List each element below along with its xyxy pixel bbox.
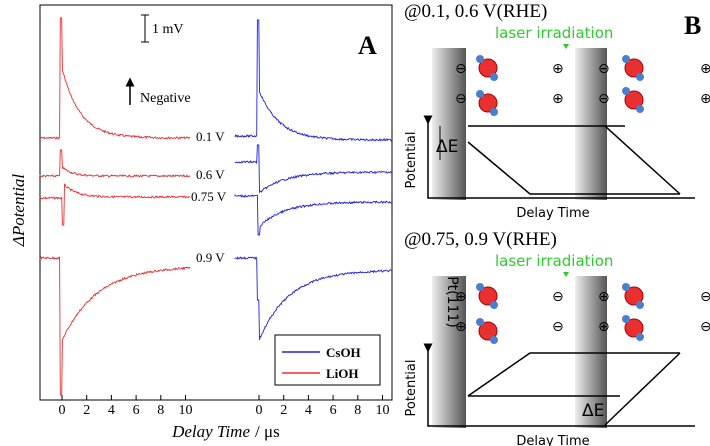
potential-line (467, 352, 681, 426)
atom (636, 105, 644, 113)
atom (490, 336, 498, 344)
x-tick-label: 0 (256, 403, 263, 418)
potential-line (467, 125, 681, 195)
atom (636, 73, 644, 81)
atom (476, 283, 484, 291)
atom (622, 283, 630, 291)
electrode (575, 276, 607, 428)
panel-title: @0.1, 0.6 V(RHE) (404, 1, 547, 22)
delta-label: ΔE (436, 137, 458, 157)
trace (39, 256, 191, 396)
molecule (478, 93, 498, 113)
trace (234, 194, 392, 236)
trace (234, 256, 392, 340)
panel-label: B (684, 11, 701, 40)
voltage-label: 0.1 V (196, 129, 225, 144)
charge: ⊖ (700, 319, 710, 335)
charge: ⊖ (598, 61, 610, 77)
voltage-label: 0.9 V (196, 250, 225, 265)
atom (476, 55, 484, 63)
atom (622, 87, 630, 95)
laser-marker (563, 44, 569, 49)
y-axis-label: Potential (404, 360, 419, 417)
panel-title: @0.75, 0.9 V(RHE) (404, 229, 557, 250)
atom (622, 55, 630, 63)
molecule (478, 321, 498, 341)
trace (39, 17, 191, 140)
atom (636, 333, 644, 341)
charge: ⊕ (455, 289, 467, 305)
molecule (478, 58, 498, 78)
charge: ⊕ (455, 319, 467, 335)
electrode (575, 48, 607, 200)
atom (622, 315, 630, 323)
laser-label: laser irradiation (495, 24, 613, 42)
trace (234, 19, 393, 142)
legend-box (274, 334, 381, 386)
atom (490, 73, 498, 81)
voltage-label: 0.75 V (191, 189, 227, 204)
x-tick-label: 2 (83, 403, 90, 418)
x-tick-label: 10 (179, 403, 193, 418)
y-axis-label: Potential (404, 132, 419, 189)
x-tick-label: 8 (157, 403, 164, 418)
x-tick-label: 0 (59, 403, 66, 418)
atom (490, 108, 498, 116)
electrode (432, 48, 466, 200)
charge: ⊖ (700, 289, 710, 305)
charge: ⊕ (598, 319, 610, 335)
laser-label: laser irradiation (495, 252, 613, 270)
trace (234, 144, 392, 193)
charge: ⊕ (552, 91, 564, 107)
panel-label: A (358, 31, 377, 60)
voltage-label: 0.6 V (196, 167, 225, 182)
atom (636, 301, 644, 309)
plot-frame (39, 4, 393, 401)
charge: ⊕ (552, 61, 564, 77)
legend-label: LiOH (326, 366, 359, 381)
charge: ⊖ (455, 61, 467, 77)
x-axis-label: Delay Time (516, 434, 589, 446)
trace (39, 149, 191, 178)
x-axis-unit: / μs (255, 422, 280, 441)
molecule (624, 286, 644, 306)
molecule (624, 318, 644, 338)
x-axis-label: Delay Time (171, 422, 250, 441)
x-tick-label: 6 (330, 403, 337, 418)
axes (423, 343, 695, 427)
atom (476, 318, 484, 326)
charge: ⊖ (552, 289, 564, 305)
molecule (624, 90, 644, 110)
axes (423, 115, 695, 199)
molecule (624, 58, 644, 78)
legend-label: CsOH (326, 345, 361, 360)
charge: ⊕ (700, 61, 710, 77)
x-tick-label: 4 (108, 403, 115, 418)
x-tick-label: 6 (133, 403, 140, 418)
x-tick-label: 4 (305, 403, 312, 418)
charge: ⊕ (700, 91, 710, 107)
arrow-label: Negative (140, 91, 191, 106)
electrode (432, 276, 466, 428)
scale-label: 1 mV (152, 22, 184, 37)
charge: ⊖ (598, 91, 610, 107)
x-axis-label: Delay Time (516, 206, 589, 221)
x-tick-label: 8 (354, 403, 361, 418)
x-tick-label: 2 (280, 403, 287, 418)
trace (39, 183, 190, 226)
y-axis-label: ΔPotential (9, 174, 28, 248)
atom (490, 301, 498, 309)
charge: ⊕ (598, 289, 610, 305)
molecule (478, 286, 498, 306)
atom (476, 90, 484, 98)
charge: ⊖ (552, 319, 564, 335)
electrode-label: Pt(111) (444, 276, 460, 328)
charge: ⊖ (455, 91, 467, 107)
delta-label: ΔE (582, 401, 604, 421)
x-tick-label: 10 (376, 403, 390, 418)
laser-marker (563, 272, 569, 277)
